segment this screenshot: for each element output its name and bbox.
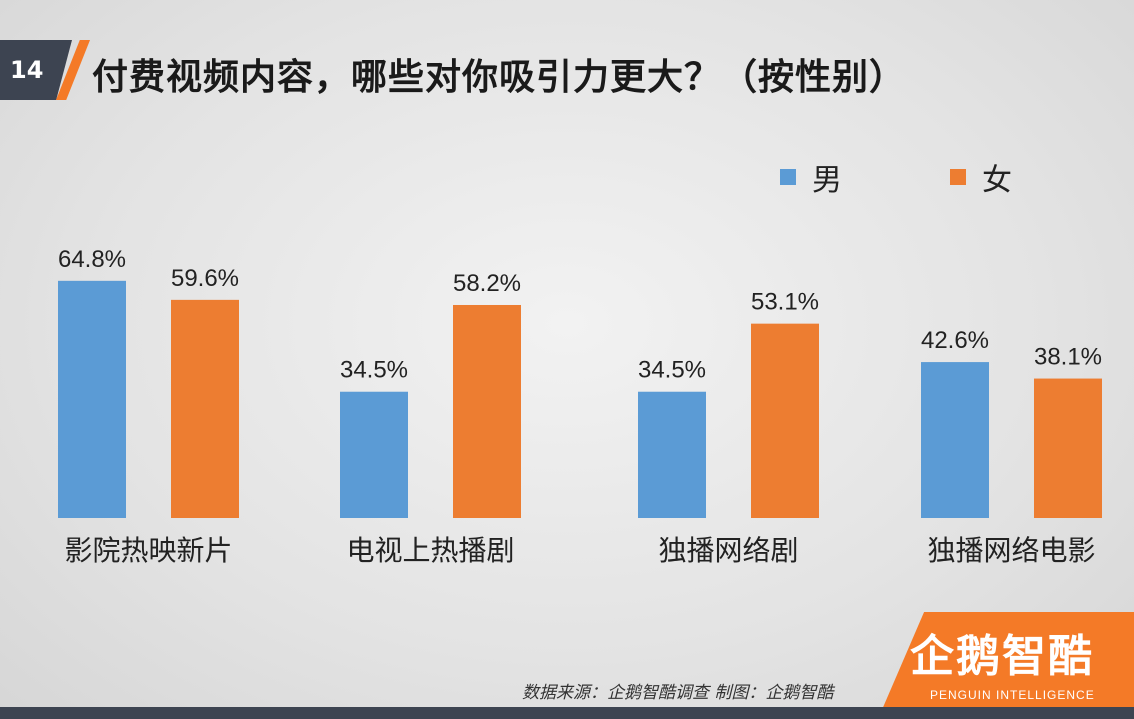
bar-female-1: [453, 304, 521, 518]
data-label-male-1: 34.5%: [340, 357, 408, 384]
data-label-female-1: 58.2%: [453, 270, 521, 297]
data-label-male-2: 34.5%: [638, 357, 706, 384]
legend-label-female: 女: [982, 163, 1012, 198]
data-label-female-3: 38.1%: [1034, 344, 1102, 371]
source-note: 数据来源：企鹅智酷调查 制图：企鹅智酷: [522, 683, 834, 703]
category-label-3: 独播网络电影: [927, 534, 1095, 567]
slide-number: 14: [0, 40, 72, 100]
chart-legend: 男 女: [780, 155, 1080, 198]
legend-item-female: 女: [950, 155, 1012, 199]
data-label-female-0: 59.6%: [171, 265, 239, 292]
bar-male-0: [58, 280, 126, 518]
page-title: 付费视频内容，哪些对你吸引力更大？（按性别）: [92, 57, 907, 98]
legend-label-male: 男: [812, 163, 842, 198]
bar-male-1: [340, 391, 408, 518]
bar-female-3: [1034, 378, 1102, 518]
bar-female-0: [171, 299, 239, 518]
brand-logo-subtitle: PENGUIN INTELLIGENCE: [930, 688, 1095, 702]
logo-background: [878, 612, 1134, 719]
category-label-0: 影院热映新片: [64, 534, 232, 567]
brand-logo: 企鹅智酷: [910, 631, 1094, 682]
legend-swatch-male: [780, 169, 796, 185]
category-label-1: 电视上热播剧: [346, 534, 514, 567]
bar-male-3: [921, 362, 989, 518]
bar-female-2: [751, 323, 819, 518]
footer-bar: [0, 707, 1134, 719]
legend-swatch-female: [950, 169, 966, 185]
legend-item-male: 男: [780, 155, 842, 199]
category-label-2: 独播网络剧: [658, 534, 798, 567]
data-label-female-2: 53.1%: [751, 289, 819, 316]
data-label-male-3: 42.6%: [921, 327, 989, 354]
data-label-male-0: 64.8%: [58, 246, 126, 273]
bar-male-2: [638, 391, 706, 518]
